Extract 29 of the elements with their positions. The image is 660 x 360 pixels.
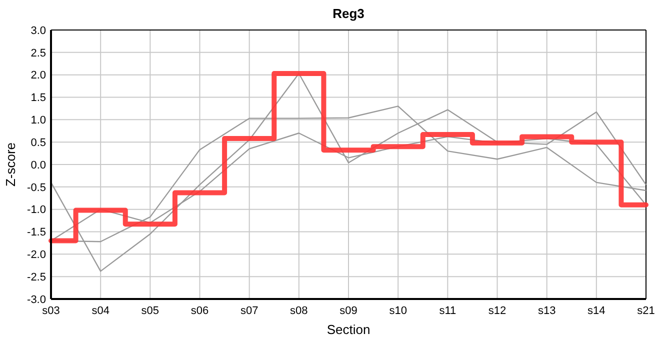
y-tick-label: 1.5 xyxy=(30,92,46,104)
chart-title: Reg3 xyxy=(332,6,364,21)
x-tick-label: s08 xyxy=(290,305,308,317)
x-tick-label: s11 xyxy=(439,305,456,317)
y-tick-label: -2.0 xyxy=(27,249,46,262)
y-tick-label: 0.0 xyxy=(30,159,46,172)
y-tick-label: 0.5 xyxy=(30,136,46,149)
y-tick-label: -1.5 xyxy=(27,226,46,239)
x-tick-label: s21 xyxy=(637,305,655,317)
x-tick-label: s09 xyxy=(340,305,358,317)
x-tick-label: s12 xyxy=(488,305,506,317)
x-tick-label: s13 xyxy=(538,305,556,317)
x-tick-label: s05 xyxy=(141,305,160,317)
x-tick-label: s03 xyxy=(42,305,60,317)
y-tick-label: 3.0 xyxy=(30,24,46,37)
x-tick-label: s07 xyxy=(240,305,258,317)
y-tick-label: -1.0 xyxy=(27,204,46,216)
y-axis-title: Z-score xyxy=(3,142,18,187)
x-tick-label: s10 xyxy=(389,305,407,317)
y-tick-label: -3.0 xyxy=(27,294,46,306)
x-tick-label: s14 xyxy=(588,305,606,317)
x-axis-title: Section xyxy=(326,322,370,337)
y-tick-label: 2.5 xyxy=(30,47,46,60)
x-tick-label: s04 xyxy=(92,305,110,317)
y-tick-label: -0.5 xyxy=(27,182,46,194)
y-tick-label: 2.0 xyxy=(30,70,46,82)
y-tick-label: -2.5 xyxy=(27,271,46,284)
y-tick-label: 1.0 xyxy=(30,114,46,127)
x-tick-label: s06 xyxy=(190,305,209,317)
